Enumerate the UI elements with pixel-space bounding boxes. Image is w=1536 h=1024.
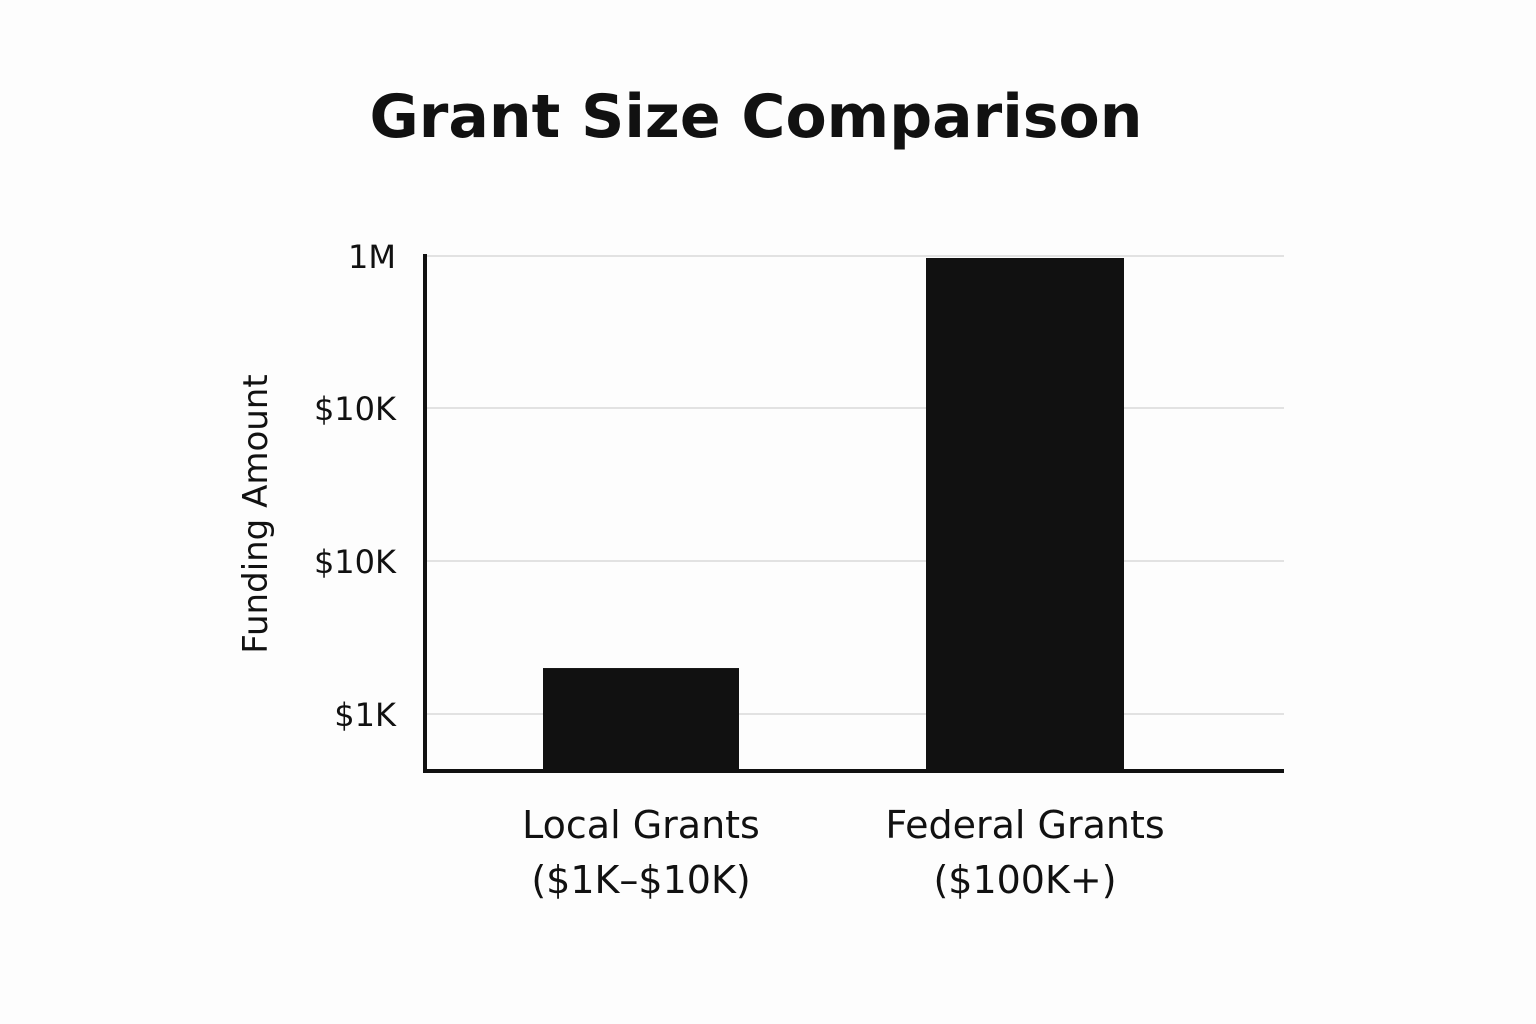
bar xyxy=(543,668,739,771)
x-category-label: ($1K–$10K) xyxy=(531,858,750,902)
bars xyxy=(543,258,1124,771)
y-tick-label: $10K xyxy=(314,390,397,428)
axes xyxy=(423,254,1284,773)
x-category-label: Federal Grants xyxy=(885,803,1164,847)
y-tick-label: 1M xyxy=(348,238,396,276)
y-axis-title: Funding Amount xyxy=(236,374,276,653)
chart-title: Grant Size Comparison xyxy=(369,82,1143,152)
y-tick-label: $10K xyxy=(314,543,397,581)
y-tick-label: $1K xyxy=(334,696,397,734)
x-category-labels: Local Grants ($1K–$10K) Federal Grants ($10… xyxy=(522,803,1165,902)
y-tick-labels: $1K $10K $10K 1M xyxy=(314,238,397,734)
bar xyxy=(926,258,1124,771)
gridlines xyxy=(425,255,1284,715)
x-category-label: ($100K+) xyxy=(933,858,1116,902)
x-category-label: Local Grants xyxy=(522,803,760,847)
